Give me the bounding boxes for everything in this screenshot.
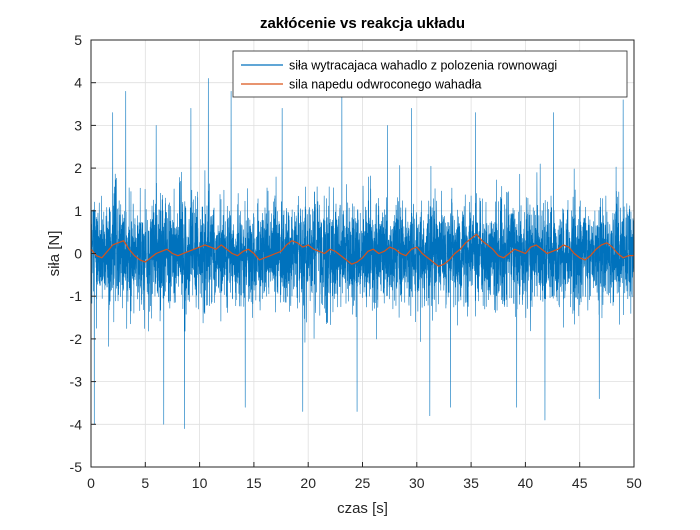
series-line-disturbance <box>91 78 634 429</box>
x-tick-label: 10 <box>192 475 208 491</box>
x-tick-label: 15 <box>246 475 262 491</box>
x-tick-label: 30 <box>409 475 425 491</box>
x-tick-label: 40 <box>518 475 534 491</box>
x-tick-label: 0 <box>87 475 95 491</box>
y-tick-label: -3 <box>70 374 83 390</box>
y-tick-label: -4 <box>70 416 83 432</box>
y-tick-label: 2 <box>74 160 82 176</box>
chart-title: zakłócenie vs reakcja układu <box>260 15 465 32</box>
y-tick-label: 0 <box>74 246 82 262</box>
y-tick-label: 5 <box>74 32 82 48</box>
x-tick-label: 20 <box>300 475 316 491</box>
y-axis-title: siła [N] <box>46 231 63 277</box>
y-tick-label: 1 <box>74 203 82 219</box>
tick-marks <box>90 39 635 468</box>
x-axis-title: czas [s] <box>337 500 388 517</box>
y-tick-label: -1 <box>70 288 83 304</box>
legend-box <box>232 50 628 98</box>
legend-entry-disturbance: siła wytracajaca wahadlo z polozenia row… <box>289 59 557 73</box>
legend: siła wytracajaca wahadlo z polozenia row… <box>232 50 628 98</box>
y-tick-label: -2 <box>70 331 83 347</box>
x-tick-label: 35 <box>463 475 479 491</box>
y-tick-label: 4 <box>74 75 82 91</box>
x-tick-label: 5 <box>141 475 149 491</box>
x-tick-label: 25 <box>355 475 371 491</box>
x-tick-label: 50 <box>626 475 642 491</box>
y-tick-label: 3 <box>74 117 82 133</box>
y-tick-label: -5 <box>70 459 83 475</box>
legend-entry-control-force: sila napedu odwroconego wahadła <box>289 78 482 92</box>
series-line-control-force <box>91 233 634 267</box>
series-layer <box>91 78 634 429</box>
x-tick-label: 45 <box>572 475 588 491</box>
